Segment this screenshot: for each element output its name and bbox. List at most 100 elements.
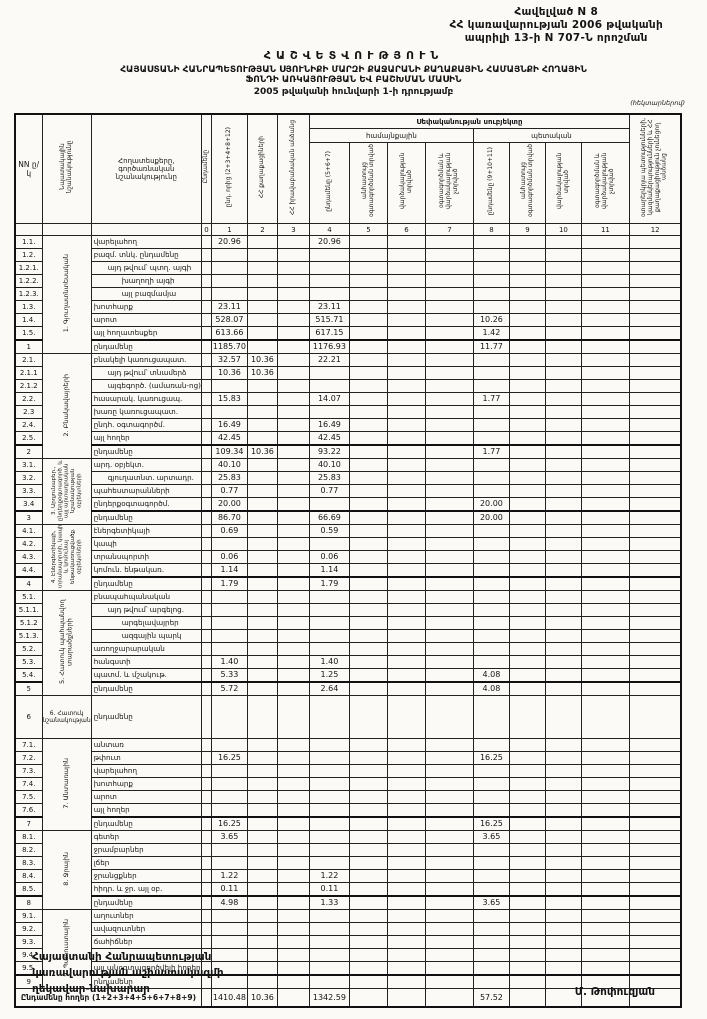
table-cell bbox=[200, 326, 212, 341]
table-cell bbox=[580, 235, 630, 249]
table-cell bbox=[580, 248, 630, 262]
table-cell bbox=[200, 444, 212, 459]
table-cell bbox=[210, 803, 248, 818]
table-cell bbox=[276, 379, 310, 393]
table-cell: 4.98 bbox=[210, 895, 248, 910]
table-cell bbox=[200, 235, 212, 249]
row-label: ընդամենը bbox=[90, 695, 202, 739]
table-cell bbox=[210, 629, 248, 643]
table-cell bbox=[472, 287, 510, 301]
table-cell: 16.25 bbox=[210, 751, 248, 765]
table-cell: 1.33 bbox=[308, 895, 350, 910]
table-cell bbox=[580, 576, 630, 591]
table-cell bbox=[246, 681, 278, 696]
table-cell bbox=[210, 843, 248, 857]
table-cell bbox=[348, 313, 388, 327]
col-number-11: 11 bbox=[580, 223, 630, 236]
table-cell bbox=[580, 751, 630, 765]
table-cell bbox=[348, 922, 388, 936]
table-cell bbox=[628, 524, 682, 538]
table-cell bbox=[386, 935, 426, 949]
grand-c8: 57.52 bbox=[472, 988, 510, 1008]
table-cell bbox=[348, 909, 388, 923]
table-cell bbox=[386, 909, 426, 923]
row-label: աղուտներ bbox=[90, 909, 202, 923]
table-cell bbox=[628, 405, 682, 419]
table-cell bbox=[508, 405, 546, 419]
table-cell bbox=[246, 313, 278, 327]
table-cell bbox=[200, 576, 212, 591]
table-cell bbox=[628, 695, 682, 739]
table-cell bbox=[386, 300, 426, 314]
table-cell: 0.06 bbox=[308, 550, 350, 564]
table-cell bbox=[580, 816, 630, 831]
table-cell bbox=[246, 974, 278, 989]
table-cell bbox=[424, 405, 474, 419]
table-cell bbox=[386, 563, 426, 578]
table-cell bbox=[200, 668, 212, 683]
table-cell bbox=[386, 339, 426, 354]
table-cell bbox=[386, 668, 426, 683]
table-cell bbox=[424, 537, 474, 551]
table-cell bbox=[424, 590, 474, 604]
table-cell bbox=[276, 738, 310, 752]
table-cell bbox=[424, 655, 474, 669]
table-cell: 617.15 bbox=[308, 326, 350, 341]
table-cell bbox=[276, 948, 310, 962]
table-cell: 613.66 bbox=[210, 326, 248, 341]
table-cell bbox=[386, 922, 426, 936]
table-cell bbox=[246, 287, 278, 301]
table-cell bbox=[424, 366, 474, 380]
table-cell bbox=[276, 590, 310, 604]
category-cell: 1. Գյուղատնտեսական bbox=[41, 235, 92, 354]
table-cell bbox=[348, 751, 388, 765]
row-label: ընդամենը bbox=[90, 816, 202, 831]
row-label: խաղողի այգի bbox=[90, 274, 202, 288]
row-number: 7.1. bbox=[14, 738, 43, 752]
table-cell: 1.22 bbox=[308, 869, 350, 883]
table-cell bbox=[386, 856, 426, 870]
row-number: 9.4. bbox=[14, 948, 43, 962]
table-cell bbox=[348, 300, 388, 314]
table-cell bbox=[200, 922, 212, 936]
table-cell bbox=[386, 590, 426, 604]
table-cell bbox=[246, 751, 278, 765]
col-number-9: 9 bbox=[508, 223, 546, 236]
table-cell bbox=[424, 497, 474, 512]
table-cell bbox=[544, 695, 582, 739]
table-cell bbox=[276, 471, 310, 485]
table-cell bbox=[628, 961, 682, 976]
row-number: 3.4 bbox=[14, 497, 43, 512]
row-number: 1.2.1. bbox=[14, 261, 43, 275]
table-cell bbox=[246, 431, 278, 446]
row-number: 8.5. bbox=[14, 882, 43, 897]
table-cell bbox=[276, 803, 310, 818]
table-cell: 0.59 bbox=[308, 524, 350, 538]
row-number: 3.3. bbox=[14, 484, 43, 498]
table-cell bbox=[200, 392, 212, 406]
table-cell bbox=[424, 353, 474, 367]
table-cell bbox=[210, 261, 248, 275]
row-label: այդ թվում՝ տնամերձ bbox=[90, 366, 202, 380]
table-cell bbox=[424, 392, 474, 406]
table-cell bbox=[386, 431, 426, 446]
table-body: 1.1. 1. Գյուղատնտեսական վարելահող 20.96 20.9… bbox=[14, 235, 682, 989]
table-cell bbox=[508, 418, 546, 432]
table-cell bbox=[628, 948, 682, 962]
table-cell bbox=[472, 935, 510, 949]
table-cell bbox=[210, 856, 248, 870]
table-cell bbox=[210, 248, 248, 262]
table-cell bbox=[276, 695, 310, 739]
row-label: այլ հողեր bbox=[90, 803, 202, 818]
table-cell bbox=[628, 366, 682, 380]
table-cell bbox=[580, 681, 630, 696]
table-cell bbox=[508, 379, 546, 393]
table-cell bbox=[246, 300, 278, 314]
table-cell bbox=[508, 313, 546, 327]
table-cell bbox=[424, 300, 474, 314]
table-cell bbox=[386, 961, 426, 976]
table-cell bbox=[210, 537, 248, 551]
table-cell bbox=[246, 418, 278, 432]
table-cell bbox=[246, 524, 278, 538]
table-cell bbox=[544, 313, 582, 327]
